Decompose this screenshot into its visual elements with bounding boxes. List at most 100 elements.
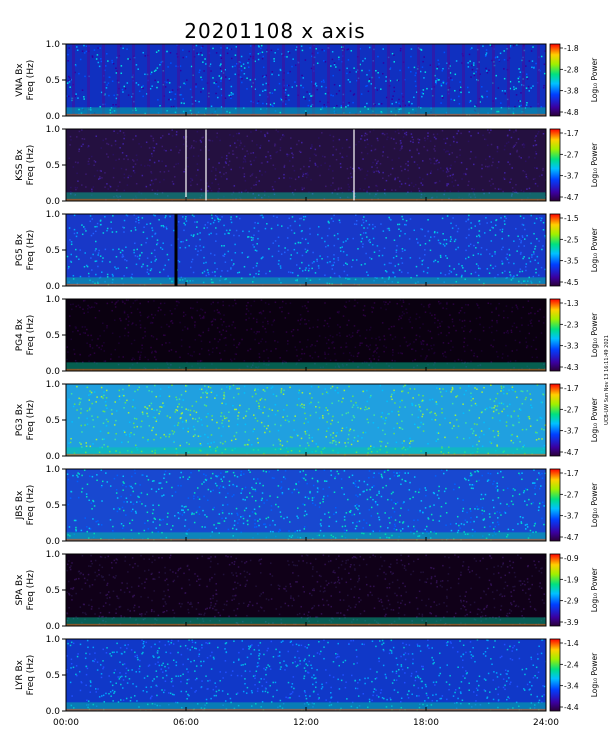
noise-pixel — [296, 46, 298, 48]
noise-pixel — [338, 69, 341, 71]
noise-pixel — [279, 149, 282, 152]
noise-pixel — [471, 445, 474, 447]
noise-pixel — [151, 390, 153, 393]
noise-pixel — [111, 413, 113, 415]
noise-pixel — [337, 452, 339, 455]
noise-pixel — [292, 153, 294, 156]
noise-pixel — [293, 419, 295, 422]
noise-pixel — [385, 445, 387, 448]
noise-pixel — [230, 94, 232, 96]
noise-pixel — [297, 274, 299, 277]
noise-pixel — [431, 197, 433, 199]
noise-pixel — [400, 170, 403, 172]
noise-pixel — [384, 433, 386, 435]
noise-pixel — [125, 514, 127, 516]
noise-pixel — [180, 345, 183, 347]
noise-pixel — [439, 254, 442, 257]
noise-pixel — [315, 154, 317, 157]
noise-pixel — [435, 181, 438, 184]
noise-pixel — [300, 84, 302, 87]
noise-pixel — [135, 64, 138, 66]
noise-pixel — [364, 406, 367, 408]
panel-ylabel-station: PG3 Bx — [15, 403, 25, 436]
noise-pixel — [487, 479, 490, 481]
noise-pixel — [445, 390, 448, 392]
noise-pixel — [542, 132, 545, 135]
noise-pixel — [288, 52, 291, 54]
noise-pixel — [296, 278, 299, 281]
noise-pixel — [181, 406, 183, 408]
noise-pixel — [319, 529, 322, 532]
noise-pixel — [275, 395, 278, 397]
noise-pixel — [468, 91, 470, 94]
noise-pixel — [488, 131, 491, 134]
noise-pixel — [254, 417, 257, 420]
noise-pixel — [96, 225, 98, 228]
noise-pixel — [338, 310, 340, 313]
noise-pixel — [484, 165, 487, 168]
noise-pixel — [224, 69, 226, 71]
noise-pixel — [422, 89, 425, 91]
noise-pixel — [242, 515, 244, 517]
noise-pixel — [511, 306, 514, 309]
noise-pixel — [71, 421, 73, 423]
noise-pixel — [240, 55, 243, 58]
noise-pixel — [340, 166, 342, 169]
noise-pixel — [525, 87, 528, 89]
noise-pixel — [420, 196, 422, 199]
noise-pixel — [487, 144, 489, 147]
noise-pixel — [139, 326, 142, 329]
noise-pixel — [410, 190, 413, 193]
noise-pixel — [218, 162, 220, 164]
noise-pixel — [181, 505, 183, 507]
noise-pixel — [402, 446, 405, 449]
noise-pixel — [194, 324, 196, 326]
noise-pixel — [423, 305, 425, 308]
noise-pixel — [267, 357, 269, 359]
noise-pixel — [234, 438, 237, 441]
noise-pixel — [456, 156, 458, 158]
noise-pixel — [248, 317, 250, 319]
noise-pixel — [441, 95, 443, 97]
noise-pixel — [521, 235, 524, 237]
noise-pixel — [177, 162, 180, 165]
noise-pixel — [133, 249, 135, 251]
noise-pixel — [152, 214, 155, 216]
noise-pixel — [155, 395, 158, 398]
noise-pixel — [435, 414, 438, 417]
noise-pixel — [372, 355, 374, 357]
noise-pixel — [491, 407, 493, 409]
noise-pixel — [171, 495, 174, 497]
noise-pixel — [423, 193, 426, 196]
noise-pixel — [337, 400, 340, 402]
noise-pixel — [500, 102, 502, 104]
noise-pixel — [297, 491, 300, 494]
noise-pixel — [334, 537, 337, 539]
noise-pixel — [377, 426, 380, 429]
noise-pixel — [123, 431, 126, 434]
noise-pixel — [114, 303, 116, 305]
noise-pixel — [477, 265, 480, 267]
noise-pixel — [482, 326, 485, 329]
noise-pixel — [315, 405, 317, 408]
noise-pixel — [356, 79, 358, 82]
noise-pixel — [413, 366, 415, 369]
noise-pixel — [459, 527, 461, 529]
noise-pixel — [387, 175, 390, 177]
noise-pixel — [287, 84, 290, 87]
noise-pixel — [180, 276, 183, 279]
noise-pixel — [426, 343, 428, 346]
noise-pixel — [483, 192, 485, 195]
noise-pixel — [199, 245, 201, 247]
noise-pixel — [347, 59, 350, 61]
noise-pixel — [526, 234, 528, 237]
noise-pixel — [344, 442, 346, 444]
noise-pixel — [409, 257, 412, 259]
noise-pixel — [503, 177, 505, 179]
noise-pixel — [530, 345, 533, 348]
noise-pixel — [401, 250, 404, 253]
noise-pixel — [239, 140, 242, 142]
noise-pixel — [517, 437, 519, 439]
noise-pixel — [497, 497, 500, 499]
noise-pixel — [435, 403, 438, 405]
